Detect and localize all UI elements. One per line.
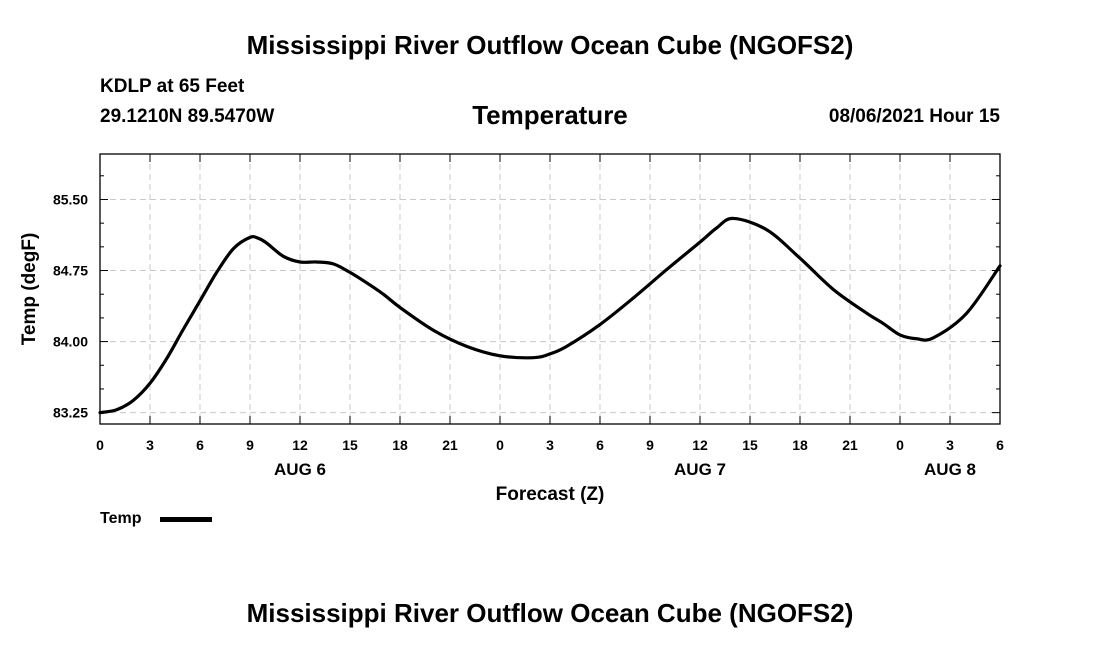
x-tick-label: 3 <box>946 437 954 453</box>
x-tick-label: 9 <box>646 437 654 453</box>
x-tick-label: 0 <box>896 437 904 453</box>
x-tick-label: 6 <box>996 437 1004 453</box>
x-tick-label: 21 <box>842 437 858 453</box>
day-label: AUG 7 <box>674 460 726 479</box>
footer-title: Mississippi River Outflow Ocean Cube (NG… <box>246 598 854 628</box>
x-tick-label: 9 <box>246 437 254 453</box>
x-tick-label: 12 <box>692 437 708 453</box>
y-axis-title: Temp (degF) <box>19 233 40 346</box>
chart-main-title: Mississippi River Outflow Ocean Cube (NG… <box>246 30 854 60</box>
chart-subtitle: Temperature <box>472 100 628 130</box>
x-tick-label: 15 <box>342 437 358 453</box>
legend-line-swatch <box>160 517 212 522</box>
y-tick-label: 84.75 <box>53 263 88 279</box>
x-tick-label: 0 <box>96 437 104 453</box>
x-tick-label: 18 <box>392 437 408 453</box>
x-tick-label: 21 <box>442 437 458 453</box>
y-tick-label: 85.50 <box>53 191 88 207</box>
station-label: KDLP at 65 Feet <box>100 76 245 97</box>
x-axis-title: Forecast (Z) <box>496 484 605 505</box>
legend-label: Temp <box>100 510 142 527</box>
x-tick-label: 12 <box>292 437 308 453</box>
forecast-datetime: 08/06/2021 Hour 15 <box>828 106 1000 127</box>
x-tick-label: 18 <box>792 437 808 453</box>
series-line-temp <box>98 216 1002 415</box>
day-label: AUG 6 <box>274 460 326 479</box>
x-tick-label: 3 <box>146 437 154 453</box>
station-coordinates: 29.1210N 89.5470W <box>100 106 275 127</box>
x-tick-label: 0 <box>496 437 504 453</box>
y-tick-label: 84.00 <box>53 334 88 350</box>
x-tick-label: 3 <box>546 437 554 453</box>
x-tick-label: 6 <box>596 437 604 453</box>
day-label: AUG 8 <box>924 460 976 479</box>
x-tick-label: 6 <box>196 437 204 453</box>
y-tick-label: 83.25 <box>53 405 88 421</box>
x-tick-label: 15 <box>742 437 758 453</box>
